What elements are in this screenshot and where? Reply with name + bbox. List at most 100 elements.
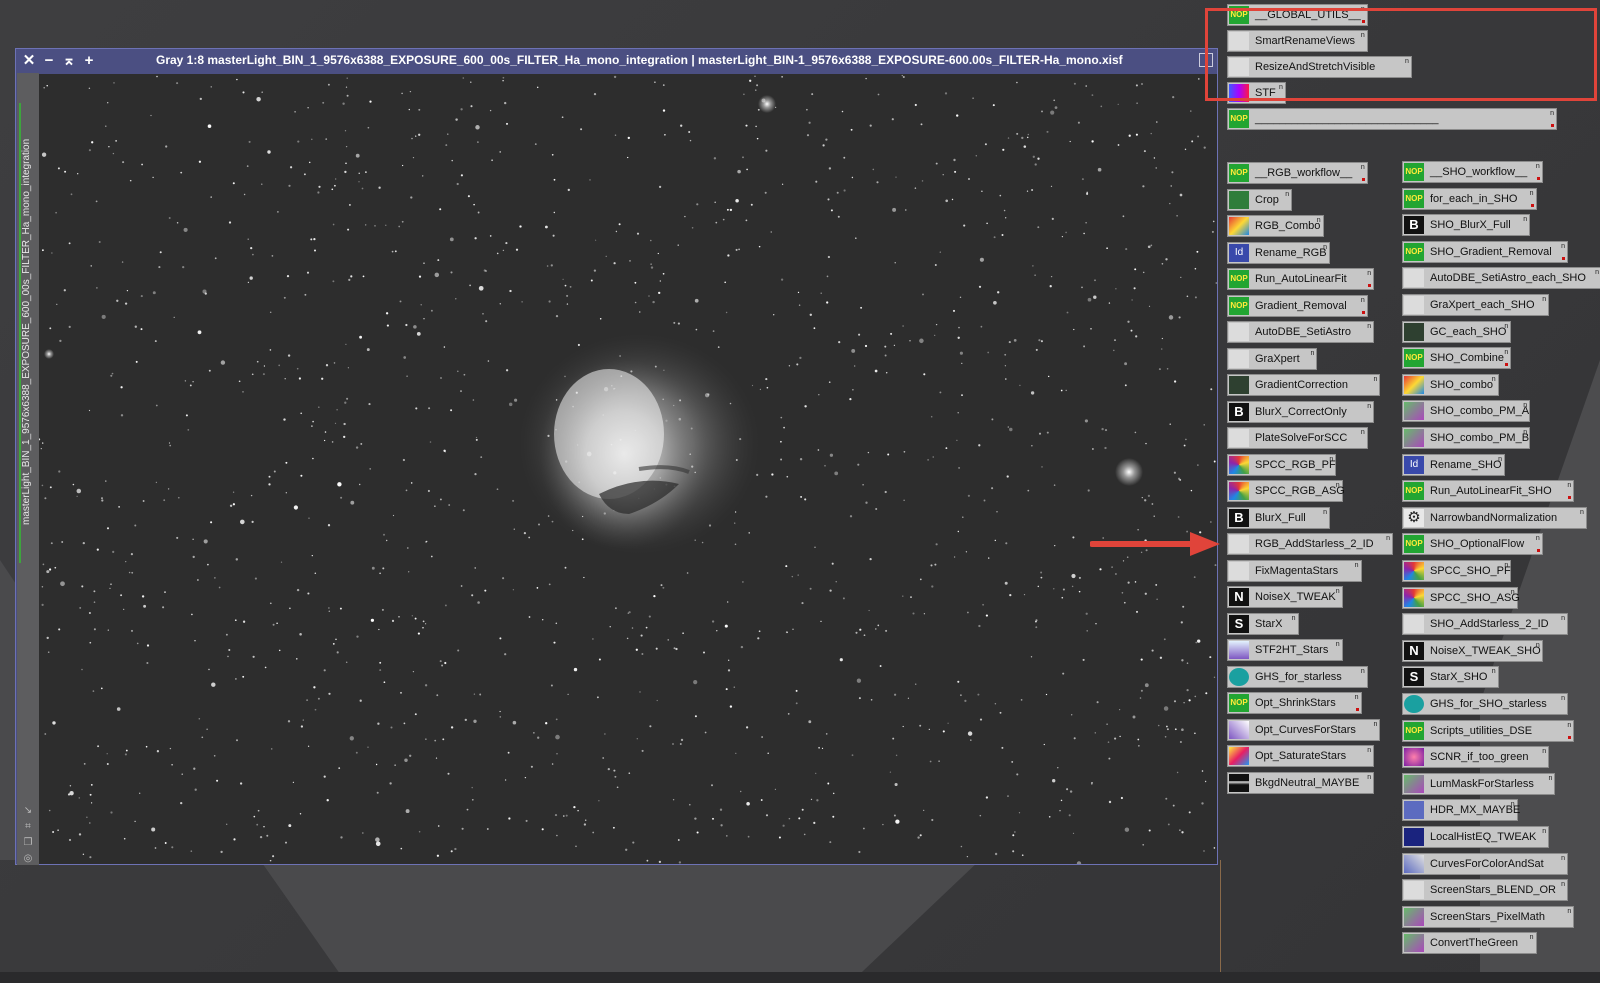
process-icon-label: SPCC_RGB_PF bbox=[1255, 458, 1336, 471]
rgb-icon bbox=[1404, 375, 1424, 394]
process-icon-opt-curvesforstars[interactable]: Opt_CurvesForStars n bbox=[1227, 718, 1381, 741]
process-icon-opt-shrinkstars[interactable]: NOP Opt_ShrinkStars n bbox=[1227, 692, 1362, 714]
process-icon-starx-sho[interactable]: S StarX_SHO n bbox=[1402, 666, 1499, 689]
process-icon-tag: n bbox=[1367, 323, 1372, 330]
script-icon bbox=[1229, 349, 1249, 368]
process-icon-sho-combo-pm-a[interactable]: SHO_combo_PM_A n bbox=[1402, 400, 1531, 423]
process-icon-fixmagentastars[interactable]: FixMagentaStars n bbox=[1227, 559, 1362, 582]
process-icon-blurx-full[interactable]: B BlurX_Full n bbox=[1227, 506, 1330, 529]
process-icon-stf2ht-stars[interactable]: STF2HT_Stars n bbox=[1227, 639, 1343, 661]
add-button[interactable]: + bbox=[84, 52, 94, 69]
process-icon-label: RGB_Combo bbox=[1255, 220, 1321, 232]
process-icon-sho-blurx-full[interactable]: B SHO_BlurX_Full n bbox=[1402, 214, 1531, 237]
process-icon-crop[interactable]: Crop n bbox=[1227, 188, 1293, 211]
process-icon-run-autolinearfit-sho[interactable]: NOP Run_AutoLinearFit_SHO n bbox=[1402, 480, 1575, 503]
minimize-button[interactable]: − bbox=[44, 52, 54, 69]
process-icon-sho-optionalflow[interactable]: NOP SHO_OptionalFlow n bbox=[1402, 533, 1543, 556]
process-icon-spcc-rgb-pf[interactable]: SPCC_RGB_PF n bbox=[1227, 453, 1337, 476]
process-icon-bkgdneutral-maybe[interactable]: BkgdNeutral_MAYBE n bbox=[1227, 771, 1375, 794]
grad-icon bbox=[1229, 376, 1249, 394]
status-dot bbox=[1536, 549, 1540, 553]
image-window[interactable]: ✕ − ⌅ + Gray 1:8 masterLight_BIN_1_9576x… bbox=[15, 48, 1218, 865]
script-icon bbox=[1229, 323, 1249, 341]
process-icon-label: GC_each_SHO bbox=[1430, 325, 1507, 338]
process-icon-platesolveforscc[interactable]: PlateSolveForSCC n bbox=[1227, 427, 1368, 449]
process-icon-graxpert-each-sho[interactable]: GraXpert_each_SHO n bbox=[1402, 294, 1550, 316]
process-icon-starx[interactable]: S StarX n bbox=[1227, 612, 1299, 635]
process-icon-spcc-rgb-asg[interactable]: SPCC_RGB_ASG n bbox=[1227, 480, 1345, 502]
process-icon-label: Rename_SHO bbox=[1430, 458, 1502, 471]
shade-button[interactable]: ⌅ bbox=[62, 52, 76, 69]
close-button[interactable]: ✕ bbox=[22, 52, 36, 69]
process-icon-rename-sho[interactable]: Id Rename_SHO n bbox=[1402, 453, 1505, 476]
process-icon-curvesforcolorandsat[interactable]: CurvesForColorAndSat n bbox=[1402, 852, 1568, 875]
scnr-icon bbox=[1404, 748, 1424, 767]
process-icon-tag: n bbox=[1529, 189, 1534, 197]
letter-icon: B bbox=[1404, 216, 1424, 235]
process-icon-scnr-if-too-green[interactable]: SCNR_if_too_green n bbox=[1402, 746, 1550, 769]
process-icon-ghs-for-sho-starless[interactable]: GHS_for_SHO_starless n bbox=[1402, 693, 1568, 715]
process-icon-graxpert[interactable]: GraXpert n bbox=[1227, 347, 1318, 370]
process-icon-sho-addstarless-2-id[interactable]: SHO_AddStarless_2_ID n bbox=[1402, 613, 1568, 636]
process-icon-sho-combine[interactable]: NOP SHO_Combine n bbox=[1402, 347, 1512, 370]
process-icon-rename-rgb[interactable]: Id Rename_RGB n bbox=[1227, 241, 1330, 264]
view-side-tab[interactable]: masterLight_BIN_1_9576x6388_EXPOSURE_600… bbox=[17, 73, 39, 865]
process-icon-noisex-tweak-sho[interactable]: N NoiseX_TWEAK_SHO n bbox=[1402, 639, 1543, 662]
process-icon-gradientcorrection[interactable]: GradientCorrection n bbox=[1227, 374, 1381, 396]
process-icon-for-each-in-sho[interactable]: NOP for_each_in_SHO n bbox=[1402, 187, 1537, 210]
process-icon-tag: n bbox=[1542, 828, 1547, 835]
process-icon-sho-combo[interactable]: SHO_combo n bbox=[1402, 373, 1499, 396]
process-icon-scripts-utilities-dse[interactable]: NOP Scripts_utilities_DSE n bbox=[1402, 719, 1575, 742]
process-icon-narrowbandnormalization[interactable]: ⚙ NarrowbandNormalization n bbox=[1402, 506, 1587, 529]
process-icon-gradient-removal[interactable]: NOP Gradient_Removal n bbox=[1227, 294, 1368, 317]
process-icon-autodbe-setiastro[interactable]: AutoDBE_SetiAstro n bbox=[1227, 321, 1375, 343]
process-icon-rgb-combo[interactable]: RGB_Combo n bbox=[1227, 215, 1324, 237]
process-icon-blurx-correctonly[interactable]: B BlurX_CorrectOnly n bbox=[1227, 400, 1375, 423]
process-icon-tag: n bbox=[1310, 349, 1315, 357]
process-icon-lummaskforstarless[interactable]: LumMaskForStarless n bbox=[1402, 772, 1556, 795]
process-icon-resizeandstretchvisible[interactable]: ResizeAndStretchVisible n bbox=[1227, 56, 1412, 78]
arrow-icon[interactable]: ↘ bbox=[23, 805, 33, 816]
process-icon-spcc-sho-asg[interactable]: SPCC_SHO_ASG n bbox=[1402, 586, 1520, 609]
process-icon-label: SHO_Gradient_Removal bbox=[1430, 245, 1552, 258]
process-icon-screenstars-pixelmath[interactable]: ScreenStars_PixelMath n bbox=[1402, 905, 1575, 928]
process-icon-run-autolinearfit[interactable]: NOP Run_AutoLinearFit n bbox=[1227, 268, 1375, 290]
sat-icon bbox=[1229, 747, 1249, 765]
target-icon[interactable]: ◎ bbox=[23, 853, 33, 864]
process-icon-tag: n bbox=[1529, 934, 1534, 942]
process-icon-sho-combo-pm-b[interactable]: SHO_combo_PM_B n bbox=[1402, 427, 1531, 449]
nop-icon: NOP bbox=[1404, 349, 1424, 368]
process-icon-sho-workflow[interactable]: NOP __SHO_workflow__ n bbox=[1402, 161, 1543, 183]
process-icon-smartrenameviews[interactable]: SmartRenameViews n bbox=[1227, 30, 1368, 52]
status-dot bbox=[1562, 256, 1565, 260]
process-icon-tag: n bbox=[1335, 588, 1340, 595]
process-icon-ghs-for-starless[interactable]: GHS_for_starless n bbox=[1227, 665, 1368, 688]
gear-icon: ⚙ bbox=[1404, 508, 1424, 527]
process-icon-separator[interactable]: NOP ______________________________ n bbox=[1227, 108, 1557, 130]
process-icon-label: BlurX_CorrectOnly bbox=[1255, 405, 1347, 418]
process-icon-hdr-mx-maybe[interactable]: HDR_MX_MAYBE n bbox=[1402, 799, 1521, 822]
process-icon-localhisteq-tweak[interactable]: LocalHistEQ_TWEAK n bbox=[1402, 826, 1550, 848]
process-icon-autodbe-setiastro-each-sho[interactable]: AutoDBE_SetiAstro_each_SHO n bbox=[1402, 267, 1600, 290]
process-icon-gc-each-sho[interactable]: GC_each_SHO n bbox=[1402, 320, 1512, 343]
process-icon-spcc-sho-pf[interactable]: SPCC_SHO_PF n bbox=[1402, 560, 1512, 582]
process-icon-tag: n bbox=[1523, 402, 1528, 410]
status-dot bbox=[1355, 708, 1359, 711]
spcc-icon bbox=[1229, 482, 1249, 500]
process-icon-rgb-workflow[interactable]: NOP __RGB_workflow__ n bbox=[1227, 162, 1368, 184]
process-icon-tag: n bbox=[1367, 270, 1372, 277]
window-title: Gray 1:8 masterLight_BIN_1_9576x6388_EXP… bbox=[156, 53, 1123, 67]
process-icon-label: HDR_MX_MAYBE bbox=[1430, 804, 1521, 817]
process-icon-label: STF bbox=[1255, 87, 1276, 99]
window-titlebar[interactable]: ✕ − ⌅ + Gray 1:8 masterLight_BIN_1_9576x… bbox=[16, 49, 1217, 73]
process-icon-screenstars-blend-or[interactable]: ScreenStars_BLEND_OR n bbox=[1402, 879, 1568, 902]
process-icon-sho-gradient-removal[interactable]: NOP SHO_Gradient_Removal n bbox=[1402, 240, 1568, 263]
process-icon-opt-saturatestars[interactable]: Opt_SaturateStars n bbox=[1227, 745, 1375, 767]
process-icon-rgb-addstarless-2-id[interactable]: RGB_AddStarless_2_ID n bbox=[1227, 533, 1393, 555]
process-icon-noisex-tweak[interactable]: N NoiseX_TWEAK n bbox=[1227, 586, 1343, 608]
script-icon bbox=[1229, 58, 1249, 76]
image-canvas[interactable] bbox=[39, 74, 1217, 864]
clone-icon[interactable]: ❐ bbox=[23, 837, 33, 848]
fit-icon[interactable]: ⌗ bbox=[25, 821, 31, 832]
process-icon-convertthegreen[interactable]: ConvertTheGreen n bbox=[1402, 932, 1537, 955]
